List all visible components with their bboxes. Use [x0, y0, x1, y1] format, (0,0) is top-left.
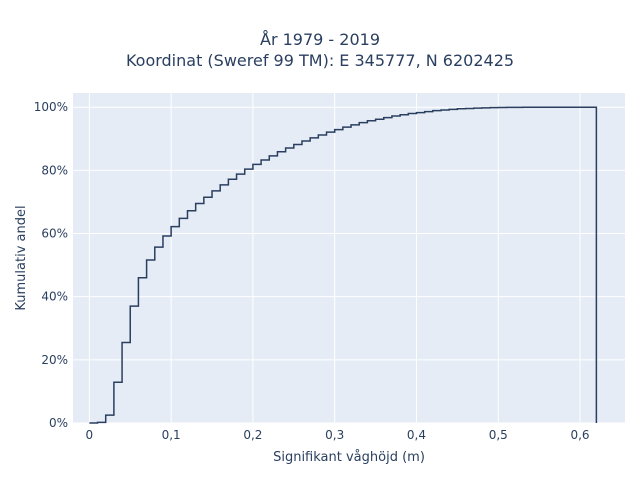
x-axis-label: Signifikant våghöjd (m): [273, 450, 425, 465]
x-tick-label: 0,4: [407, 428, 426, 442]
y-tick-label: 100%: [34, 100, 68, 114]
y-axis-ticks: 0% 20% 40% 60% 80% 100%: [34, 100, 68, 430]
y-tick-label: 20%: [41, 353, 68, 367]
plot-area: [73, 93, 625, 423]
x-tick-label: 0: [86, 428, 94, 442]
x-tick-label: 0,2: [243, 428, 262, 442]
x-tick-label: 0,3: [325, 428, 344, 442]
x-axis-ticks: 0 0,1 0,2 0,3 0,4 0,5 0,6: [86, 428, 590, 442]
y-tick-label: 60%: [41, 227, 68, 241]
x-tick-label: 0,1: [162, 428, 181, 442]
chart-title-line1: År 1979 - 2019: [260, 30, 380, 49]
y-axis-label: Kumulativ andel: [14, 205, 29, 310]
grid: [73, 93, 625, 424]
y-tick-label: 80%: [41, 163, 68, 177]
chart-title-line2: Koordinat (Sweref 99 TM): E 345777, N 62…: [125, 51, 515, 70]
x-tick-label: 0,6: [570, 428, 589, 442]
y-tick-label: 40%: [41, 290, 68, 304]
cdf-step-line: [89, 106, 598, 424]
x-tick-label: 0,5: [489, 428, 508, 442]
y-tick-label: 0%: [49, 416, 68, 430]
